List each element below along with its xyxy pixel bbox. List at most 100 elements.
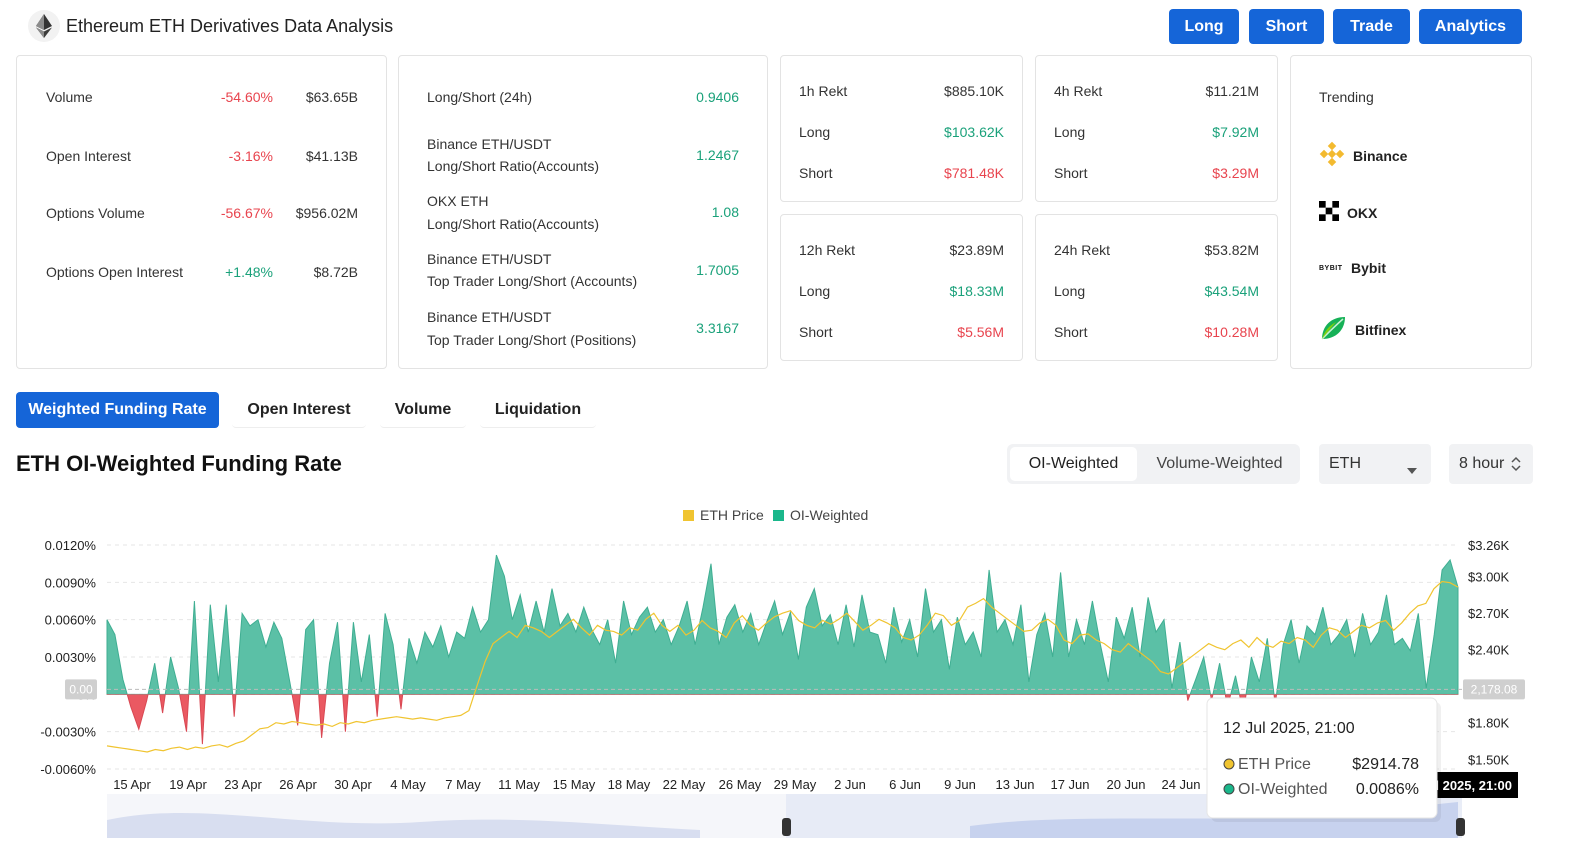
- rekt-short-value: $5.56M: [957, 324, 1004, 340]
- funding-rate-chart-area: ETH Price OI-Weighted 0.0120% 0.0090% 0.0060…: [0, 500, 1581, 844]
- tooltip-oi-label: OI-Weighted: [1238, 781, 1328, 798]
- rekt-long-label: Long: [1054, 124, 1086, 140]
- zoom-slider-preview-right: [970, 802, 1458, 838]
- rekt-long-label: Long: [799, 283, 831, 299]
- tooltip-oi-value: 0.0086%: [1356, 781, 1419, 798]
- lsr-row: Binance ETH/USDT Top Trader Long/Short (…: [427, 309, 739, 349]
- zoom-slider-preview: [107, 812, 700, 838]
- caret-down-icon: [1407, 461, 1417, 479]
- stat-change: -3.16%: [228, 148, 273, 164]
- tab-open-interest[interactable]: Open Interest: [232, 392, 366, 428]
- page-header: Ethereum ETH Derivatives Data Analysis L…: [0, 0, 1581, 52]
- chart-section-title: ETH OI-Weighted Funding Rate: [16, 451, 342, 476]
- updown-chevron-icon: [1511, 456, 1521, 477]
- stat-change: +1.48%: [225, 264, 273, 280]
- stat-label: Options Volume: [46, 205, 145, 221]
- y-left-tick-label: 0.0060%: [45, 613, 97, 628]
- market-stats-card: Volume -54.60% $63.65B Open Interest -3.…: [16, 55, 387, 369]
- rekt-title: 12h Rekt: [799, 242, 856, 258]
- rekt-24h-card: 24h Rekt $53.82M Long $43.54M Short $10.28M: [1035, 214, 1278, 361]
- rekt-total: $23.89M: [949, 242, 1004, 258]
- lsr-sublabel: Top Trader Long/Short (Positions): [427, 332, 637, 348]
- funding-rate-chart[interactable]: ETH Price OI-Weighted 0.0120% 0.0090% 0.0060…: [0, 500, 1581, 844]
- stat-value: $63.65B: [305, 89, 358, 105]
- tab-volume[interactable]: Volume: [380, 392, 466, 428]
- tab-weighted-funding-rate[interactable]: Weighted Funding Rate: [16, 392, 219, 428]
- y-right-tick-label: $1.80K: [1468, 716, 1510, 731]
- x-tick-label: 15 May: [553, 777, 596, 792]
- x-tick-label: 15 Apr: [113, 777, 151, 792]
- tooltip-price-label: ETH Price: [1238, 756, 1311, 773]
- lsr-sublabel: Long/Short Ratio(Accounts): [427, 216, 599, 232]
- lsr-value: 0.9406: [696, 89, 739, 105]
- rekt-total: $11.21M: [1205, 83, 1259, 99]
- x-tick-label: 6 Jun: [889, 777, 921, 792]
- zero-label-bg: [65, 679, 97, 700]
- oi-weighted-positive-area: [106, 554, 1459, 695]
- x-tick-label: 2 Jun: [834, 777, 866, 792]
- long-button[interactable]: Long: [1169, 9, 1239, 44]
- y-right-tick-label: $2.40K: [1468, 643, 1510, 658]
- x-tick-label: 20 Jun: [1106, 777, 1145, 792]
- trending-item-label: Binance: [1353, 147, 1408, 164]
- lsr-label: Binance ETH/USDT: [427, 251, 552, 267]
- trending-item-bybit[interactable]: BYBIT Bybit: [1319, 260, 1386, 276]
- segment-volume-weighted[interactable]: Volume-Weighted: [1156, 455, 1283, 472]
- price-crosshair-label: 2,178.08: [1471, 682, 1518, 696]
- y-right-tick-label: $3.00K: [1468, 570, 1510, 585]
- lsr-sublabel: Top Trader Long/Short (Accounts): [427, 273, 638, 289]
- coin-select[interactable]: ETH: [1319, 444, 1431, 484]
- interval-select-value: 8 hour: [1459, 455, 1505, 472]
- trending-item-okx[interactable]: OKX: [1319, 201, 1377, 224]
- segment-oi-weighted[interactable]: OI-Weighted: [1010, 447, 1137, 481]
- x-tick-label: 30 Apr: [334, 777, 372, 792]
- y-left-tick-label: -0.0030%: [40, 725, 96, 740]
- x-tick-label: 17 Jun: [1050, 777, 1089, 792]
- lsr-value: 3.3167: [696, 320, 739, 336]
- y-left-tick-label: 0.0030%: [45, 650, 97, 665]
- rekt-short-value: $3.29M: [1212, 165, 1259, 181]
- stat-value: $8.72B: [313, 264, 358, 280]
- bybit-icon: BYBIT: [1319, 264, 1343, 272]
- rekt-total: $53.82M: [1204, 242, 1259, 258]
- trending-item-label: OKX: [1347, 204, 1378, 221]
- stat-change: -54.60%: [220, 89, 273, 105]
- rekt-12h-card: 12h Rekt $23.89M Long $18.33M Short $5.56M: [780, 214, 1023, 361]
- lsr-value: 1.08: [711, 204, 739, 220]
- x-tick-label: 4 May: [390, 777, 426, 792]
- stat-label: Volume: [46, 89, 93, 105]
- stat-value: $41.13B: [305, 148, 358, 164]
- rekt-short-label: Short: [1054, 324, 1088, 340]
- lsr-row: Long/Short (24h) 0.9406: [427, 89, 739, 109]
- page-title: Ethereum ETH Derivatives Data Analysis: [66, 16, 394, 36]
- lsr-label: Long/Short (24h): [427, 89, 533, 105]
- rekt-title: 1h Rekt: [799, 83, 848, 99]
- rekt-total: $885.10K: [944, 83, 1004, 99]
- y-right-tick-label: $2.70K: [1468, 606, 1510, 621]
- legend-oi-weighted-label: OI-Weighted: [790, 507, 868, 523]
- trending-item-label: Bybit: [1351, 260, 1386, 276]
- y-left-tick-label: -0.0060%: [40, 762, 96, 777]
- short-button[interactable]: Short: [1249, 9, 1324, 44]
- tab-liquidation[interactable]: Liquidation: [480, 392, 596, 428]
- crosshair-date-label: l 2025, 21:00: [1435, 778, 1512, 793]
- trending-item-binance[interactable]: Binance: [1319, 141, 1407, 170]
- trending-title: Trending: [1319, 89, 1374, 105]
- rekt-title: 24h Rekt: [1054, 242, 1111, 258]
- zero-label: 0.00: [69, 682, 93, 696]
- y-right-tick-label: $3.26K: [1468, 538, 1510, 553]
- analytics-button[interactable]: Analytics: [1419, 9, 1522, 44]
- tooltip-oi-dot: [1223, 783, 1235, 795]
- lsr-label: OKX ETH: [427, 193, 489, 209]
- trade-button[interactable]: Trade: [1333, 9, 1410, 44]
- eth-price-line: [106, 580, 1459, 753]
- tooltip-date: 12 Jul 2025, 21:00: [1223, 720, 1355, 737]
- x-tick-label: 18 May: [608, 777, 651, 792]
- interval-select[interactable]: 8 hour: [1449, 444, 1533, 484]
- rekt-long-value: $7.92M: [1212, 124, 1259, 140]
- rekt-4h-card: 4h Rekt $11.21M Long $7.92M Short $3.29M: [1035, 55, 1278, 202]
- trending-item-bitfinex[interactable]: Bitfinex: [1319, 314, 1406, 345]
- x-tick-label: 23 Apr: [224, 777, 262, 792]
- rekt-long-value: $18.33M: [949, 283, 1004, 299]
- lsr-value: 1.2467: [696, 147, 739, 163]
